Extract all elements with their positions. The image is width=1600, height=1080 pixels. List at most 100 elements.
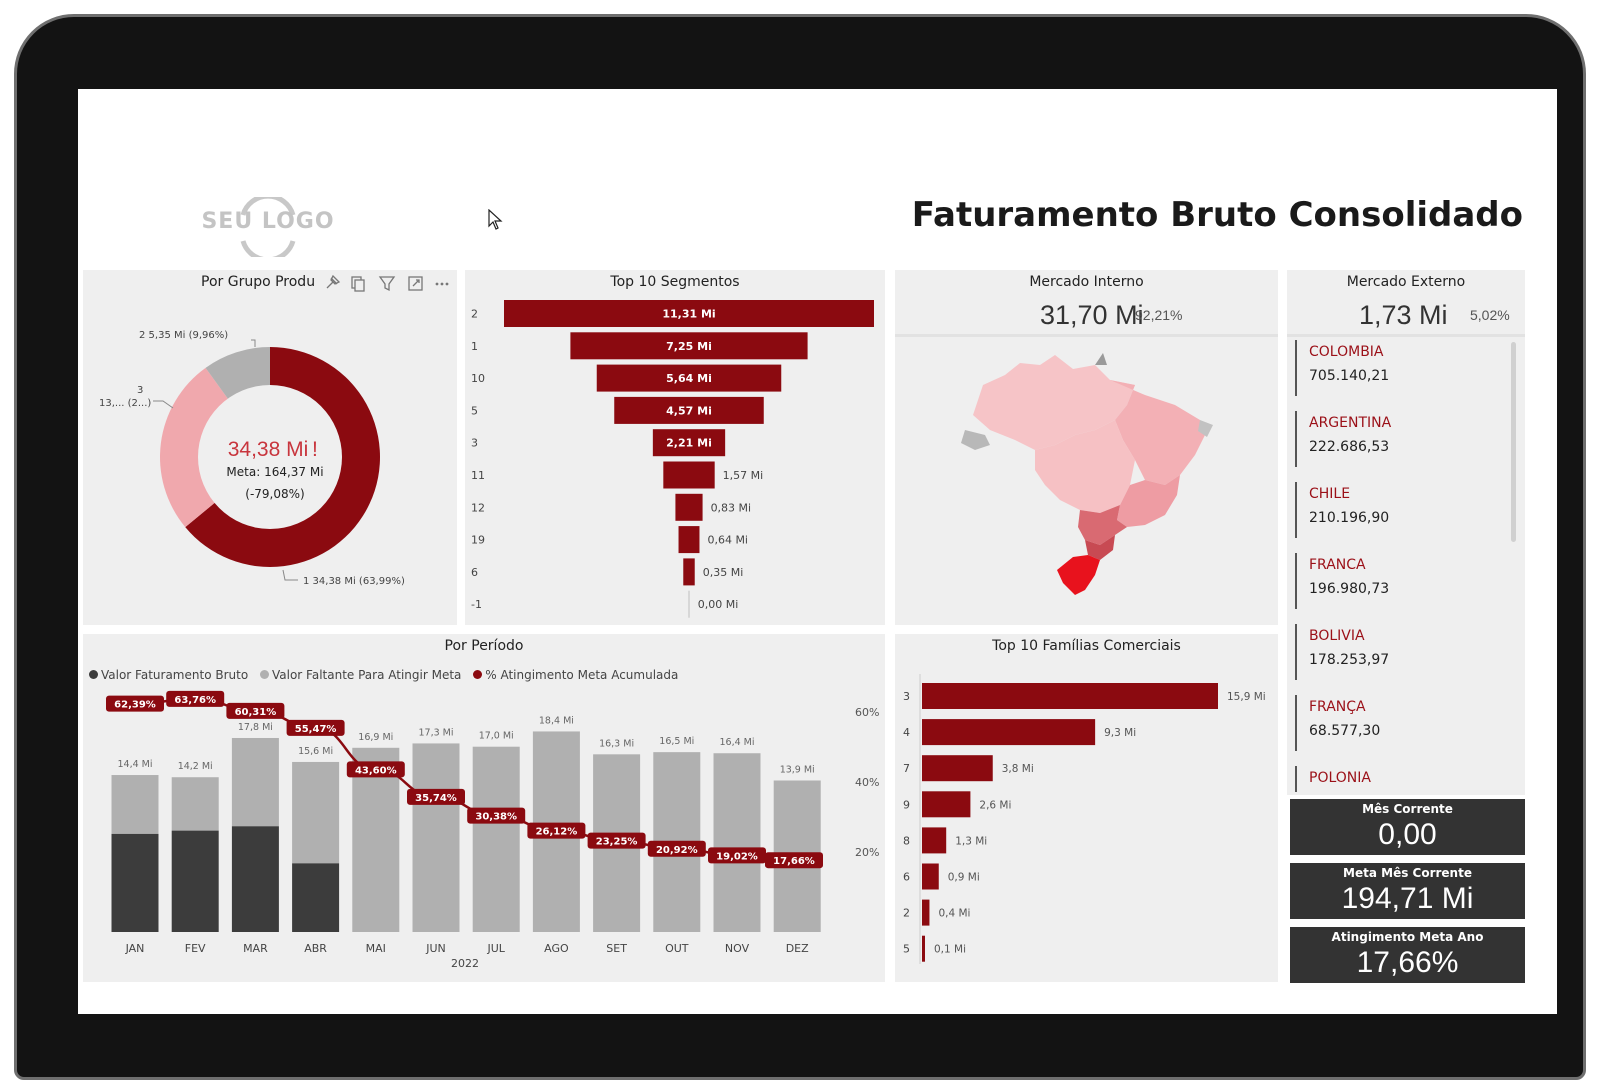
line-point-label-box: [708, 847, 766, 864]
pin-icon[interactable]: [326, 274, 341, 289]
funnel-bar[interactable]: [652, 429, 726, 457]
country-item-bolivia[interactable]: BOLIVIA 178.253,97: [1295, 624, 1505, 680]
map-region-centerwest[interactable]: [1035, 420, 1135, 513]
country-item-franca-2[interactable]: FRANÇA 68.577,30: [1295, 695, 1505, 751]
funnel-bar[interactable]: [675, 493, 703, 521]
funnel-value-label: 4,57 Mi: [666, 404, 712, 417]
legend-item[interactable]: Valor Faturamento Bruto: [101, 668, 249, 682]
familia-bar[interactable]: [922, 755, 993, 782]
map-region-northeast[interactable]: [1110, 380, 1205, 485]
bar-total-label: 16,4 Mi: [719, 737, 754, 748]
map-region-guiana[interactable]: [1095, 353, 1107, 365]
country-item-argentina[interactable]: ARGENTINA 222.686,53: [1295, 411, 1505, 467]
funnel-bar[interactable]: [663, 461, 715, 489]
familia-bar[interactable]: [922, 719, 1096, 746]
card-meta-mes-corrente[interactable]: Meta Mês Corrente 194,71 Mi: [1290, 863, 1525, 919]
donut-chart[interactable]: 34,38 Mi ! Meta: 164,37 Mi (-79,08%) 2 5…: [83, 270, 457, 625]
panel-por-periodo[interactable]: Por Período Valor Faturamento Bruto Valo…: [83, 634, 885, 982]
card-label: Atingimento Meta Ano: [1331, 930, 1484, 944]
map-region-east-tip[interactable]: [1198, 420, 1213, 437]
x-tick-label: MAI: [366, 942, 386, 955]
familia-bar[interactable]: [922, 683, 1218, 709]
bar-faltante[interactable]: [472, 746, 520, 932]
familia-bar[interactable]: [922, 791, 971, 818]
familia-bar[interactable]: [922, 863, 939, 890]
map-region-southeast[interactable]: [1117, 475, 1180, 527]
focus-icon[interactable]: [408, 276, 423, 291]
map-region-acre[interactable]: [961, 430, 990, 450]
funnel-category-label: 11: [471, 469, 485, 482]
period-combo-chart[interactable]: 60% 40% 20% 14,4 Mi JAN 14,2 Mi FEV 17,8 Mi MAR 1…: [83, 634, 885, 982]
bar-total-label: 18,4 Mi: [539, 715, 574, 726]
familia-bar[interactable]: [922, 899, 930, 926]
copy-icon[interactable]: [351, 276, 365, 292]
line-point-label-box: [467, 807, 526, 824]
funnel-bar[interactable]: [688, 590, 690, 618]
bar-faltante[interactable]: [713, 753, 761, 932]
brazil-map[interactable]: [895, 335, 1278, 625]
bar-faltante[interactable]: [171, 777, 219, 831]
country-item-chile[interactable]: CHILE 210.196,90: [1295, 482, 1505, 538]
card-value: 0,00: [1378, 818, 1437, 851]
list-scrollbar[interactable]: [1511, 342, 1516, 542]
familia-bar[interactable]: [922, 935, 925, 962]
legend-item[interactable]: % Atingimento Meta Acumulada: [485, 668, 679, 682]
funnel-bar[interactable]: [570, 332, 808, 360]
bar-faturamento[interactable]: [231, 826, 279, 932]
map-region-sp-pr[interactable]: [1078, 505, 1127, 545]
bar-faltante[interactable]: [231, 737, 279, 827]
bar-total-label: 16,5 Mi: [659, 736, 694, 747]
legend-item[interactable]: Valor Faltante Para Atingir Meta: [272, 668, 462, 682]
bar-faturamento[interactable]: [171, 830, 219, 932]
funnel-category-label: 2: [471, 308, 478, 321]
funnel-bar[interactable]: [683, 558, 695, 586]
bar-total-label: 17,8 Mi: [238, 722, 273, 733]
panel-mercado-externo[interactable]: Mercado Externo 1,73 Mi 5,02% COLOMBIA 7…: [1287, 270, 1525, 795]
line-point-label: 55,47%: [295, 724, 337, 735]
map-region-north[interactable]: [973, 355, 1135, 450]
funnel-bar[interactable]: [504, 300, 874, 327]
donut-meta-delta: (-79,08%): [245, 487, 304, 501]
x-tick-label: AGO: [544, 942, 569, 955]
card-value: 194,71 Mi: [1341, 882, 1474, 915]
x-tick-label: MAR: [243, 942, 268, 955]
bar-faltante[interactable]: [292, 761, 340, 864]
familia-value-label: 0,9 Mi: [948, 872, 980, 884]
x-tick-label: DEZ: [786, 942, 809, 955]
bar-faltante[interactable]: [352, 747, 400, 932]
map-region-rs[interactable]: [1057, 555, 1100, 595]
bar-faltante[interactable]: [412, 743, 460, 932]
bar-faturamento[interactable]: [292, 863, 340, 932]
x-tick-label: ABR: [304, 942, 327, 955]
card-atingimento-meta-ano[interactable]: Atingimento Meta Ano 17,66%: [1290, 927, 1525, 983]
line-point-label: 20,92%: [656, 845, 698, 856]
bar-faturamento[interactable]: [111, 833, 159, 932]
panel-mercado-interno[interactable]: Mercado Interno 31,70 Mi 92,21%: [895, 270, 1278, 625]
funnel-value-label: 0,00 Mi: [698, 598, 739, 611]
bar-faltante[interactable]: [111, 775, 159, 834]
panel-top-segmentos[interactable]: Top 10 Segmentos 2 11,31 Mi 1 7,25 Mi 10 5,64…: [465, 270, 885, 625]
familias-bar-chart[interactable]: 3 15,9 Mi 4 9,3 Mi 7 3,8 Mi 9 2,6 Mi 8 1,3 Mi 6 0,9…: [895, 634, 1278, 982]
country-item-colombia[interactable]: COLOMBIA 705.140,21: [1295, 340, 1505, 396]
card-mes-corrente[interactable]: Mês Corrente 0,00: [1290, 799, 1525, 855]
funnel-bar[interactable]: [678, 526, 700, 554]
familia-category-label: 9: [903, 798, 910, 811]
panel-title: Top 10 Famílias Comerciais: [992, 638, 1181, 654]
filter-icon[interactable]: [378, 276, 396, 292]
funnel-bar[interactable]: [596, 364, 782, 392]
card-value: 17,66%: [1356, 946, 1459, 979]
panel-grupo-produto[interactable]: Por Grupo Produ 34,38 Mi ! Meta: 164,37 …: [83, 270, 457, 625]
funnel-value-label: 2,21 Mi: [666, 437, 712, 450]
bar-total-label: 14,2 Mi: [178, 761, 213, 772]
funnel-bar[interactable]: [614, 396, 764, 424]
map-region-sc[interactable]: [1085, 535, 1115, 560]
more-icon[interactable]: [435, 282, 449, 286]
laptop-frame: SEU LOGO Faturamento Bruto Consolidado P…: [14, 14, 1586, 1080]
funnel-value-label: 0,64 Mi: [707, 534, 748, 547]
panel-top-familias[interactable]: Top 10 Famílias Comerciais 3 15,9 Mi 4 9,3 …: [895, 634, 1278, 982]
funnel-chart[interactable]: 2 11,31 Mi 1 7,25 Mi 10 5,64 Mi 5 4,57 Mi 3 2,21 …: [465, 270, 885, 625]
country-item-franca[interactable]: FRANCA 196.980,73: [1295, 553, 1505, 609]
line-point-label-box: [765, 852, 823, 869]
familia-bar[interactable]: [922, 827, 947, 854]
country-item-polonia[interactable]: POLONIA: [1295, 766, 1505, 792]
